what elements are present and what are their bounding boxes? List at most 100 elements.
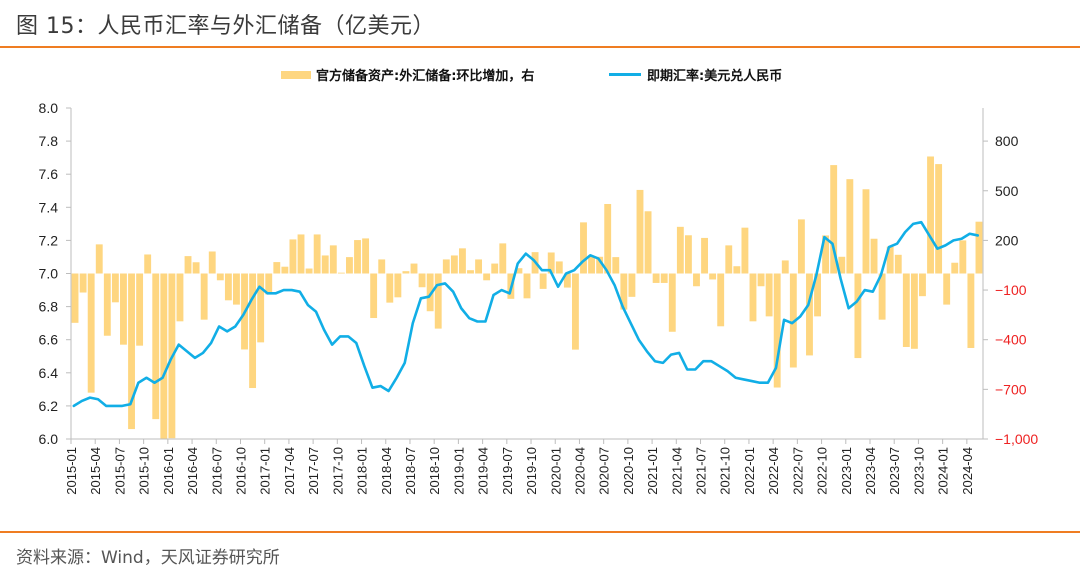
title-divider bbox=[0, 46, 1080, 48]
bar-reserve-change bbox=[418, 273, 426, 288]
chart-legend: 官方储备资产:外汇储备:环比增加，右 即期汇率:美元兑人民币 bbox=[0, 65, 1080, 85]
bar-reserve-change bbox=[620, 273, 628, 310]
bar-reserve-change bbox=[846, 179, 854, 274]
bar-reserve-change bbox=[71, 273, 79, 323]
bar-reserve-change bbox=[321, 255, 329, 274]
bar-reserve-change bbox=[870, 238, 878, 274]
bar-reserve-change bbox=[79, 273, 87, 293]
right-axis-tick-label: −700 bbox=[995, 381, 1027, 397]
legend-label-fx-rate: 即期汇率:美元兑人民币 bbox=[647, 69, 783, 84]
bar-reserve-change bbox=[337, 272, 345, 274]
axes bbox=[66, 107, 988, 444]
bar-reserve-change bbox=[660, 273, 668, 283]
right-axis-tick-label: 200 bbox=[995, 232, 1019, 248]
x-axis-tick-label: 2015-04 bbox=[88, 447, 103, 495]
left-axis-tick-label: 7.0 bbox=[39, 266, 59, 282]
x-axis-tick-label: 2015-01 bbox=[64, 447, 79, 495]
x-axis-tick-label: 2022-07 bbox=[790, 447, 805, 495]
bar-reserve-change bbox=[475, 259, 483, 274]
legend-label-reserves: 官方储备资产:外汇储备:环比增加，右 bbox=[316, 69, 535, 84]
bar-reserve-change bbox=[362, 238, 370, 274]
x-axis-tick-label: 2016-04 bbox=[185, 447, 200, 495]
bar-reserve-change bbox=[781, 260, 789, 274]
bar-reserve-change bbox=[184, 256, 192, 274]
left-axis-tick-label: 7.4 bbox=[39, 199, 59, 215]
x-axis-tick-label: 2020-01 bbox=[548, 447, 563, 495]
bar-reserve-change bbox=[757, 273, 765, 287]
right-axis-tick-label: −100 bbox=[995, 282, 1027, 298]
x-axis-tick-label: 2017-07 bbox=[306, 447, 321, 495]
bar-reserve-change bbox=[951, 262, 959, 274]
left-axis-tick-label: 6.0 bbox=[39, 431, 59, 447]
bar-reserve-change bbox=[733, 266, 741, 274]
bar-reserve-change bbox=[111, 273, 119, 303]
bar-reserve-change bbox=[628, 273, 636, 297]
bar-reserve-change bbox=[499, 243, 507, 274]
bar-reserve-change bbox=[95, 244, 103, 274]
bar-reserve-change bbox=[862, 189, 870, 274]
bar-reserve-change bbox=[426, 273, 434, 312]
right-axis-tick-label: 500 bbox=[995, 183, 1019, 199]
bar-reserve-change bbox=[547, 252, 555, 274]
bar-reserve-change bbox=[959, 240, 967, 274]
x-axis-tick-label: 2019-07 bbox=[500, 447, 515, 495]
x-axis-tick-label: 2016-07 bbox=[209, 447, 224, 495]
bar-reserve-change bbox=[830, 165, 838, 274]
x-axis-tick-label: 2022-01 bbox=[742, 447, 757, 495]
bar-reserve-change bbox=[354, 240, 361, 274]
bar-reserve-change bbox=[442, 259, 450, 274]
right-axis-tick-label: −400 bbox=[995, 332, 1027, 348]
right-axis-tick-label: 800 bbox=[995, 133, 1019, 149]
bar-reserve-change bbox=[741, 227, 749, 274]
legend-bar-swatch bbox=[281, 70, 311, 79]
x-axis-tick-label: 2024-04 bbox=[960, 447, 975, 495]
bar-reserve-change bbox=[684, 235, 692, 274]
bar-reserve-change bbox=[120, 273, 127, 345]
bar-reserve-change bbox=[854, 273, 862, 359]
bar-reserve-change bbox=[523, 273, 531, 299]
bar-reserve-change bbox=[144, 254, 152, 274]
bar-reserve-change bbox=[975, 221, 983, 274]
bar-reserve-change bbox=[967, 273, 975, 348]
left-axis-tick-label: 7.6 bbox=[39, 166, 59, 182]
bar-reserve-change bbox=[305, 268, 313, 274]
bar-reserve-change bbox=[725, 245, 733, 274]
x-axis-tick-label: 2021-10 bbox=[718, 447, 733, 495]
bar-reserve-change bbox=[894, 254, 902, 274]
x-axis-tick-label: 2023-04 bbox=[863, 447, 878, 495]
bar-reserve-change bbox=[539, 273, 547, 289]
left-axis-tick-label: 6.6 bbox=[39, 332, 59, 348]
x-axis-tick-label: 2019-10 bbox=[524, 447, 539, 495]
bar-reserve-change bbox=[410, 263, 418, 274]
bar-reserve-change bbox=[128, 273, 135, 430]
bar-reserve-change bbox=[709, 273, 717, 280]
x-axis-tick-label: 2022-10 bbox=[815, 447, 830, 495]
x-axis-tick-label: 2017-10 bbox=[330, 447, 345, 495]
bar-reserve-change bbox=[919, 273, 926, 297]
x-axis-tick-label: 2018-10 bbox=[427, 447, 442, 495]
bar-reserve-change bbox=[233, 273, 240, 305]
bar-reserve-change bbox=[773, 273, 781, 388]
bar-reserve-change bbox=[386, 273, 394, 303]
bar-reserve-change bbox=[160, 273, 168, 439]
left-axis-tick-label: 8.0 bbox=[39, 100, 59, 116]
x-axis-tick-label: 2020-04 bbox=[572, 447, 587, 495]
left-axis-tick-label: 7.2 bbox=[39, 232, 59, 248]
bar-reserve-change bbox=[257, 273, 265, 343]
bar-reserve-change bbox=[434, 273, 442, 329]
bar-reserve-change bbox=[571, 273, 579, 350]
bar-reserve-change bbox=[265, 273, 273, 295]
x-axis-tick-label: 2016-01 bbox=[161, 447, 176, 495]
x-axis-tick-label: 2015-07 bbox=[112, 447, 127, 495]
left-axis-tick-label: 6.8 bbox=[39, 299, 59, 315]
bar-series bbox=[71, 156, 983, 439]
bar-reserve-change bbox=[297, 234, 305, 274]
bar-reserve-change bbox=[224, 273, 232, 301]
x-axis-tick-label: 2018-07 bbox=[403, 447, 418, 495]
bar-reserve-change bbox=[249, 273, 257, 389]
bar-reserve-change bbox=[580, 222, 587, 274]
x-axis-tick-label: 2020-07 bbox=[597, 447, 612, 495]
bar-reserve-change bbox=[289, 239, 297, 274]
bar-reserve-change bbox=[797, 219, 805, 274]
x-axis-tick-label: 2023-10 bbox=[911, 447, 926, 495]
